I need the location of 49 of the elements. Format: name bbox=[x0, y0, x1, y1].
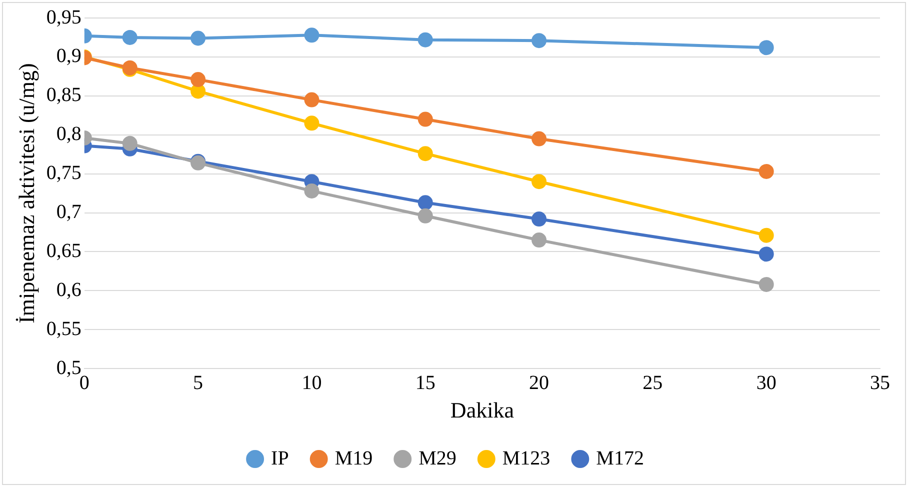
y-tick-label: 0,75 bbox=[46, 162, 82, 184]
point bbox=[418, 32, 433, 48]
y-tick-label: 0,7 bbox=[56, 201, 82, 224]
y-tick-label: 0,65 bbox=[46, 240, 82, 262]
x-tick-label: 20 bbox=[529, 372, 550, 394]
point bbox=[304, 116, 320, 131]
x-tick-label: 25 bbox=[642, 372, 663, 394]
point bbox=[758, 276, 774, 292]
x-tick-label: 10 bbox=[302, 372, 322, 394]
x-tick-label: 0 bbox=[79, 372, 90, 394]
legend-label: M172 bbox=[596, 447, 644, 470]
y-tick-label: 0,85 bbox=[46, 84, 82, 106]
point bbox=[758, 228, 774, 243]
point bbox=[418, 208, 433, 224]
point bbox=[190, 84, 206, 99]
x-tick-label: 5 bbox=[193, 372, 204, 394]
point bbox=[532, 131, 547, 146]
y-tick-label: 0,5 bbox=[56, 356, 82, 379]
point bbox=[758, 40, 774, 56]
y-axis-title: İmipenemaz aktivitesi (u/mg) bbox=[14, 63, 39, 324]
point bbox=[418, 146, 433, 162]
legend-label: IP bbox=[271, 447, 289, 470]
point bbox=[532, 174, 547, 190]
point bbox=[758, 246, 774, 262]
legend-label: M123 bbox=[502, 447, 550, 470]
y-tick-label: 0,55 bbox=[46, 318, 82, 340]
point bbox=[304, 28, 320, 43]
legend-label: M19 bbox=[334, 447, 373, 470]
x-tick-label: 15 bbox=[415, 372, 436, 394]
legend-label: M29 bbox=[418, 447, 456, 470]
point bbox=[532, 212, 547, 227]
point bbox=[418, 112, 433, 127]
point bbox=[758, 164, 774, 179]
y-tick-label: 0,8 bbox=[56, 123, 82, 146]
x-axis-title: Dakika bbox=[450, 398, 514, 423]
y-tick-label: 0,6 bbox=[56, 278, 82, 301]
y-tick-label: 0,95 bbox=[46, 6, 82, 28]
point bbox=[190, 72, 206, 88]
point bbox=[304, 92, 320, 108]
x-tick-label: 35 bbox=[870, 372, 890, 394]
y-tick-label: 0,9 bbox=[56, 45, 82, 68]
point bbox=[122, 136, 138, 151]
point bbox=[532, 232, 547, 248]
point bbox=[122, 30, 138, 45]
point bbox=[532, 33, 547, 48]
point bbox=[190, 30, 206, 46]
point bbox=[304, 183, 320, 198]
point bbox=[418, 195, 433, 210]
x-tick-label: 30 bbox=[756, 372, 776, 394]
